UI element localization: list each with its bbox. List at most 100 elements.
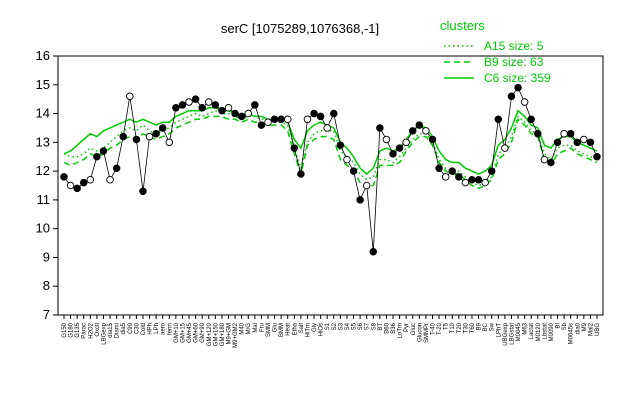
data-point — [448, 167, 456, 175]
x-tick-label: G180 — [69, 322, 75, 337]
x-tick-label: C30 — [134, 322, 140, 334]
y-tick-label: 14 — [36, 106, 50, 121]
data-point — [362, 181, 371, 190]
x-tick-label: T-40 — [430, 322, 436, 335]
data-point — [573, 138, 582, 147]
data-point — [435, 164, 443, 172]
plot-frame — [57, 55, 604, 316]
x-tick-label: Pyr — [404, 323, 410, 332]
x-tick-label: GM+120 — [207, 322, 213, 346]
x-tick-label: Oxctl — [95, 323, 101, 337]
data-point — [494, 115, 503, 124]
x-tick-label: HPh — [148, 323, 154, 335]
x-tick-label: HiOs — [319, 323, 325, 336]
data-point — [501, 144, 509, 152]
y-tick-label: 11 — [37, 192, 51, 207]
y-tick-label: 12 — [36, 163, 50, 178]
data-point — [139, 187, 147, 196]
x-tick-label: H2O2 — [88, 322, 94, 338]
x-tick-label: M0090 — [549, 322, 555, 341]
x-tick-label: M0045 — [516, 322, 522, 341]
x-tick-label: Mal2 — [588, 322, 594, 336]
data-point — [369, 247, 378, 256]
y-tick-label: 10 — [36, 221, 50, 236]
x-tick-label: M0045s — [569, 323, 575, 344]
data-point — [514, 83, 522, 92]
data-point — [93, 152, 101, 161]
data-point — [395, 144, 404, 152]
x-tick-label: S2 — [332, 322, 338, 330]
data-point — [277, 115, 285, 124]
x-tick-label: M/G — [246, 323, 252, 335]
x-tick-label: aero — [161, 322, 167, 335]
data-point — [586, 138, 595, 147]
x-tick-label: GM+90 — [200, 322, 206, 343]
x-tick-label: UBG — [595, 323, 601, 336]
data-point — [112, 164, 121, 172]
data-point — [376, 124, 384, 132]
y-tick-label: 9 — [43, 249, 50, 264]
x-tick-label: Salt — [299, 323, 305, 334]
x-tick-label: M63 — [523, 322, 529, 334]
x-tick-label: LBGexp — [101, 322, 107, 344]
chart-title: serC [1075289,1076368,-1] — [221, 21, 379, 36]
data-point — [560, 129, 568, 138]
x-tick-label: Cold — [141, 323, 147, 335]
data-point — [330, 109, 338, 118]
data-point — [461, 178, 470, 187]
data-point — [409, 127, 417, 135]
data-point — [520, 98, 529, 106]
x-tick-label: S3 — [338, 322, 344, 330]
x-tick-label: G135 — [75, 322, 81, 337]
data-point — [283, 115, 292, 124]
data-point — [106, 175, 114, 184]
x-tick-label: T5 — [444, 322, 450, 330]
x-tick-label: S8 — [371, 322, 377, 330]
legend-title: clusters — [440, 18, 485, 33]
x-tick-label: B9 — [477, 322, 483, 330]
x-tick-label: S5 — [352, 322, 358, 330]
data-point — [474, 175, 483, 184]
data-point — [119, 132, 127, 141]
x-tick-label: S4 — [345, 322, 351, 330]
x-tick-label: GM+180 — [220, 322, 226, 346]
data-point — [237, 112, 246, 121]
data-point — [422, 127, 430, 135]
x-tick-label: GM+10 — [174, 322, 180, 343]
data-point — [264, 118, 272, 126]
data-point — [218, 106, 226, 115]
data-point — [251, 101, 259, 109]
data-point — [323, 124, 331, 132]
data-point — [231, 109, 239, 118]
data-point — [257, 121, 266, 129]
x-tick-label: B60 — [384, 322, 390, 333]
y-tick-label: 8 — [43, 278, 50, 293]
x-tick-label: S7 — [365, 322, 371, 330]
x-tick-label: BI — [556, 323, 562, 329]
legend: clusters A15 size: 5 B9 size: 63 C6 size… — [440, 18, 551, 85]
data-point — [297, 170, 305, 178]
x-tick-label: T10 — [450, 322, 456, 333]
x-tick-label: GM+45 — [187, 322, 193, 343]
x-tick-label: Etha — [292, 322, 298, 335]
x-tick-label: GM+15 — [180, 322, 186, 343]
x-tick-label: Mal — [253, 323, 259, 333]
x-tick-label: Fru — [259, 323, 265, 332]
data-point — [566, 129, 575, 138]
x-tick-label: Glu — [273, 323, 279, 332]
x-tick-label: T-20 — [437, 322, 443, 335]
x-tick-label: LPh — [154, 323, 160, 334]
x-tick-label: LoTm — [398, 323, 404, 338]
x-tick-label: Glucon — [417, 323, 423, 342]
data-point — [290, 144, 299, 152]
data-point — [349, 167, 358, 175]
data-point — [593, 152, 601, 161]
x-tick-label: dia15 — [108, 322, 114, 337]
x-tick-label: GM+150 — [213, 322, 219, 346]
data-point — [211, 101, 220, 109]
x-tick-label: Gly — [312, 323, 318, 332]
x-tick-label: B36 — [391, 322, 397, 333]
data-point — [205, 98, 213, 106]
legend-entry-A15: A15 size: 5 — [484, 39, 544, 53]
data-point — [172, 104, 180, 112]
